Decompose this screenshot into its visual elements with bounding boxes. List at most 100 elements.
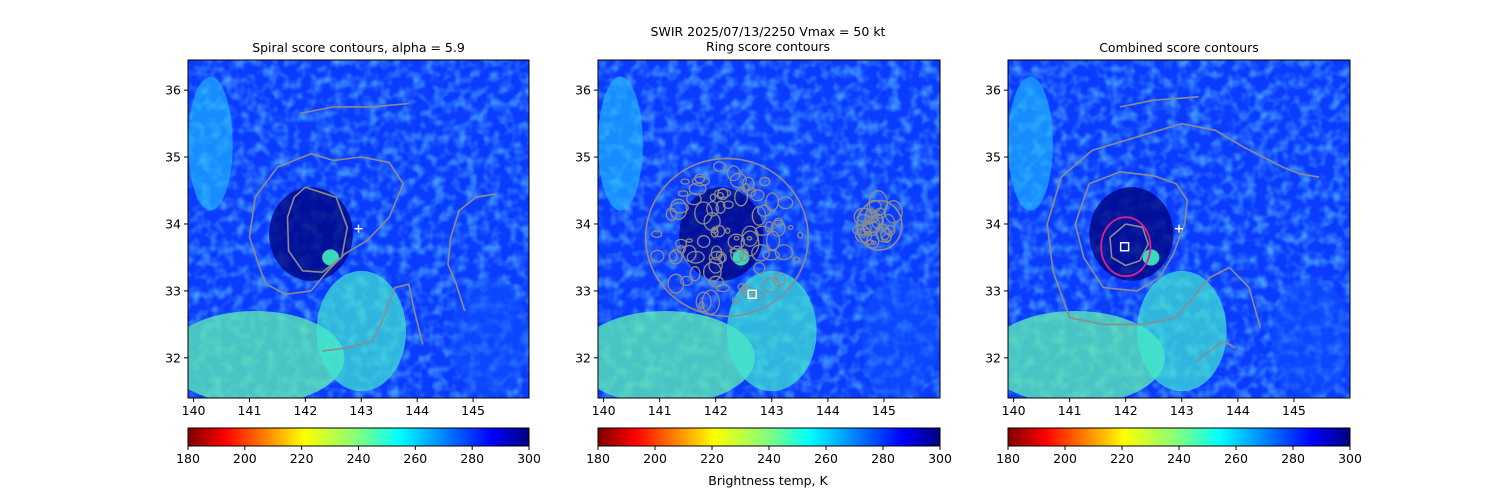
axes-frame: [597, 59, 941, 399]
contour-squiggle: [698, 301, 705, 309]
contour-squiggle: [702, 261, 722, 283]
contour-squiggle: [880, 227, 893, 243]
x-tick-label: 144: [405, 403, 429, 418]
x-tick-label: 145: [872, 403, 896, 418]
contour-squiggle: [650, 249, 665, 263]
contour-squiggle: [696, 235, 711, 248]
panel-title: Combined score contours: [1099, 40, 1259, 55]
brightness-image: [1008, 60, 1350, 398]
contour-squiggle: [713, 224, 726, 238]
colorbar-tick-label: 280: [871, 451, 895, 466]
y-tick-label: 35: [575, 150, 591, 165]
contour-squiggle: [708, 256, 723, 274]
colorbar-label: Brightness temp, K: [708, 473, 828, 488]
x-tick-label: 145: [1282, 403, 1306, 418]
panel-3: Combined score contours 140 141 142 143 144 14…: [985, 40, 1362, 466]
x-tick-label: 142: [704, 403, 728, 418]
x-tick-label: 143: [1170, 403, 1194, 418]
colorbar-tick-label: 300: [928, 451, 952, 466]
panel-1: Spiral score contours, alpha = 5.9 140 141…: [165, 40, 541, 466]
brightness-image: [598, 60, 940, 398]
y-tick-label: 33: [165, 283, 181, 298]
contour-squiggle: [764, 221, 774, 233]
contour-line-5: [1195, 340, 1236, 362]
contour-squiggle: [710, 226, 719, 238]
contour-squiggle: [669, 198, 688, 221]
contour-line-2: [248, 152, 405, 296]
contour-squiggle: [686, 192, 702, 206]
contour-line-3: [1119, 96, 1199, 108]
contour-squiggle: [688, 182, 707, 196]
contour-squiggle: [668, 249, 683, 265]
colorbar-tick-label: 200: [643, 451, 667, 466]
center-plus-marker: [354, 224, 363, 233]
contour-squiggle: [797, 231, 804, 239]
contour-squiggle: [651, 230, 663, 239]
contour-squiggle: [691, 176, 711, 187]
colorbar-tick-label: 220: [700, 451, 724, 466]
x-tick-label: 141: [238, 403, 262, 418]
colorbar-tick-label: 200: [1053, 451, 1077, 466]
contour-squiggle: [722, 200, 734, 209]
y-tick-label: 36: [985, 83, 1001, 98]
contour-squiggle: [729, 172, 748, 189]
contour-squiggle: [866, 231, 880, 249]
contour-squiggle: [674, 238, 688, 249]
contour-line-1: [1109, 223, 1149, 267]
contour-squiggle: [751, 205, 767, 226]
warm-region-w: [188, 76, 233, 211]
contour-squiggle: [726, 165, 741, 182]
y-tick-label: 33: [575, 283, 591, 298]
region-se: [450, 277, 529, 398]
contour-region-outline: [856, 199, 903, 251]
center-subtitle: Ring score contours: [706, 39, 830, 54]
y-tick-label: 32: [165, 350, 181, 365]
contour-squiggle: [739, 248, 750, 262]
contour-squiggle: [787, 224, 794, 230]
contour-squiggle: [727, 233, 746, 250]
contour-region-1: [644, 157, 810, 318]
contour-squiggle: [874, 207, 886, 219]
contour-line-4: [1046, 122, 1320, 328]
colorbar: [597, 427, 941, 447]
ring-circle: [1100, 216, 1152, 278]
contour-squiggle: [852, 224, 871, 236]
center-square-marker: [1119, 242, 1130, 252]
contour-squiggle: [709, 193, 717, 202]
contour-line-1: [286, 186, 349, 274]
contour-squiggle: [862, 222, 872, 235]
x-tick-label: 142: [1114, 403, 1138, 418]
colorbar-tick-label: 260: [1224, 451, 1248, 466]
contour-squiggle: [715, 284, 731, 293]
region-se: [861, 277, 940, 398]
x-tick-label: 142: [293, 403, 317, 418]
warm-region-sw: [1008, 311, 1165, 398]
warm-region-sw: [598, 311, 755, 398]
contour-squiggle: [762, 249, 780, 261]
colorbar-tick-label: 260: [403, 451, 427, 466]
axes-frame: [1007, 59, 1351, 399]
contour-squiggle: [750, 189, 765, 202]
contour-line-2: [1074, 171, 1189, 292]
contour-squiggle: [766, 230, 781, 251]
colorbar-tick-label: 220: [290, 451, 314, 466]
colorbar: [187, 427, 530, 447]
contour-squiggle: [680, 178, 690, 185]
warm-region-w: [598, 76, 643, 211]
colorbar-tick-label: 180: [996, 451, 1020, 466]
contour-squiggle: [742, 176, 755, 192]
contour-region-outline: [644, 157, 810, 318]
contour-squiggle: [713, 161, 727, 172]
contour-squiggle: [751, 244, 771, 262]
x-tick-label: 144: [816, 403, 840, 418]
y-tick-label: 32: [985, 350, 1001, 365]
colorbar-tick-label: 300: [517, 451, 541, 466]
warm-region-w: [1008, 76, 1053, 211]
colorbar-tick-label: 180: [586, 451, 610, 466]
contour-squiggle: [701, 289, 720, 315]
y-tick-label: 34: [575, 216, 591, 231]
contour-squiggle: [730, 245, 744, 263]
contour-squiggle: [680, 275, 693, 287]
colorbar-tick-label: 220: [1110, 451, 1134, 466]
